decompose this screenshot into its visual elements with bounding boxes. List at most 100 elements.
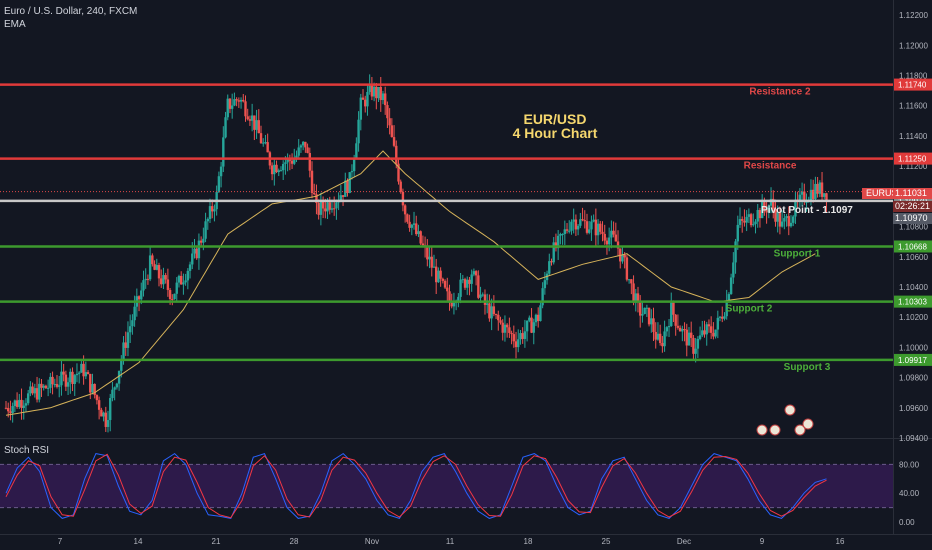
candle-body [264,142,267,144]
price-tick-label: 1.10800 [899,223,928,232]
candle-body [772,198,775,209]
candle-body [647,307,651,325]
candle-body [173,293,176,300]
price-tick-label: 1.10600 [899,253,928,262]
candle-body [559,234,562,236]
candle-body [341,195,345,197]
candle-body [257,120,260,134]
candle-body [182,282,185,285]
price-tick-label: 1.09800 [899,374,928,383]
candle-body [211,206,214,212]
candle-body [497,314,500,321]
candle-body [774,208,777,222]
candle-body [696,338,700,349]
candle-body [672,302,675,315]
candle-body [111,389,114,399]
candle-body [386,105,389,119]
time-tick-label: 18 [524,537,533,546]
candle-body [441,278,445,281]
candle-body [44,385,48,389]
candle-body [222,137,225,167]
candle-body [361,97,365,100]
candle-body [428,256,431,260]
candle-body [468,279,471,284]
candle-body [439,270,442,279]
candle-body [321,201,325,209]
candle-body [410,224,414,228]
candle-body [789,222,793,227]
candle-body [783,218,786,222]
candle-body [561,233,564,235]
price-tick-label: 1.11200 [899,162,928,171]
candle-body [22,405,25,409]
candle-body [255,120,258,130]
stoch-tick-label: 40.00 [899,489,920,498]
candle-body [426,246,429,260]
candle-body [315,194,318,204]
candle-body [93,383,96,396]
candle-body [89,374,92,393]
candle-body [20,399,23,409]
price-tick-label: 1.11400 [899,132,928,141]
candle-body [186,270,190,281]
candle-body [228,98,232,109]
candle-body [177,275,181,283]
candle-body [146,278,150,280]
candle-body [459,279,462,297]
candle-body [690,332,693,338]
candle-body [208,206,212,219]
candle-body [266,142,269,153]
candle-body [140,290,143,300]
candle-body [528,317,531,321]
candle-body [452,302,456,307]
stoch-tick-label: 0.00 [899,518,915,527]
candle-body [623,254,626,258]
candle-body [470,274,473,284]
time-tick-label: 11 [446,537,455,546]
candle-body [383,93,387,106]
candle-body [49,376,52,388]
candle-body [718,316,722,318]
event-marker-icon [784,404,796,416]
time-tick-label: 9 [760,537,765,546]
candle-body [299,145,303,148]
candle-body [73,375,76,385]
candle-body [658,333,662,343]
candle-body [344,180,347,197]
candle-body [406,214,409,222]
level-price-badge [894,152,932,165]
candle-body [545,273,549,281]
candle-body [310,170,314,194]
candle-body [106,420,110,427]
candle-body [548,261,551,274]
candle-body [676,325,680,328]
candle-body [133,306,136,321]
candle-body [29,386,32,394]
candle-body [654,331,657,340]
candle-body [466,279,469,288]
candle-body [230,105,234,109]
candle-body [388,118,391,126]
price-tick-label: 1.09600 [899,404,928,413]
candle-body [798,194,802,201]
candle-body [204,221,207,239]
candle-body [612,230,615,235]
candle-body [721,316,724,319]
candle-body [317,203,320,215]
candle-body [749,214,753,226]
level-price-label: 1.09917 [898,356,927,365]
candle-body [390,125,394,138]
candle-body [494,313,498,315]
candle-body [508,327,511,333]
candle-body [681,329,684,332]
candle-body [463,279,467,288]
candle-body [472,271,476,275]
candle-body [432,266,436,268]
candle-body [242,99,245,102]
candle-body [667,326,671,328]
candle-body [319,201,323,215]
candle-body [692,337,695,354]
candle-body [403,205,407,215]
